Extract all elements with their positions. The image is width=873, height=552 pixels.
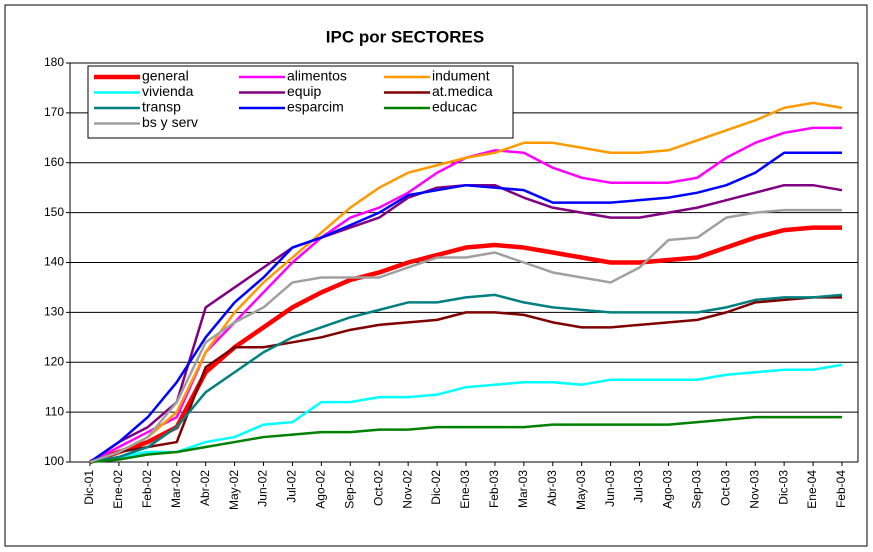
y-tick-label: 180 — [44, 55, 64, 69]
legend-label: esparcim — [287, 99, 344, 115]
legend-label: bs y serv — [142, 114, 198, 130]
x-tick-label: May-02 — [227, 470, 241, 510]
x-tick-label: May-03 — [574, 470, 588, 510]
series-line — [89, 296, 842, 464]
y-tick-label: 100 — [44, 454, 64, 468]
x-tick-label: Ene-02 — [111, 470, 125, 509]
x-tick-label: Ene-03 — [458, 470, 472, 509]
x-tick-label: Feb-04 — [834, 470, 848, 508]
x-tick-label: Oct-03 — [718, 470, 732, 506]
x-tick-label: Ene-04 — [805, 470, 819, 509]
y-tick-label: 130 — [44, 305, 64, 319]
legend-label: transp — [142, 99, 181, 115]
series-line — [89, 225, 842, 465]
y-tick-label: 120 — [44, 354, 64, 368]
y-tick-label: 140 — [44, 255, 64, 269]
x-tick-label: Jun-02 — [256, 470, 270, 507]
x-tick-label: Ago-03 — [661, 470, 675, 509]
x-tick-label: Abr-02 — [198, 470, 212, 506]
y-tick-label: 170 — [44, 105, 64, 119]
x-tick-label: Mar-03 — [516, 470, 530, 508]
x-tick-label: Nov-02 — [400, 470, 414, 509]
legend-label: equip — [287, 83, 321, 99]
chart-title: IPC por SECTORES — [326, 27, 484, 46]
x-tick-label: Feb-02 — [140, 470, 154, 508]
series-line — [89, 101, 843, 464]
x-tick-label: Feb-03 — [487, 470, 501, 508]
x-tick-label: Jul-03 — [632, 470, 646, 503]
x-tick-label: Dic-02 — [429, 470, 443, 505]
legend-label: alimentos — [287, 68, 347, 84]
x-tick-label: Dic-03 — [776, 470, 790, 505]
x-tick-label: Jul-02 — [285, 470, 299, 503]
x-tick-label: Dic-01 — [82, 470, 96, 505]
series-line — [89, 293, 843, 464]
x-tick-label: Jun-03 — [603, 470, 617, 507]
legend-label: vivienda — [142, 83, 194, 99]
series-line — [89, 208, 842, 464]
x-tick-label: Nov-03 — [747, 470, 761, 509]
legend-label: indument — [432, 68, 490, 84]
x-tick-label: Ago-02 — [314, 470, 328, 509]
legend-label: educac — [432, 99, 477, 115]
legend-label: general — [142, 68, 189, 84]
y-tick-label: 160 — [44, 155, 64, 169]
series-line — [89, 151, 842, 464]
series-line — [89, 363, 843, 464]
x-tick-label: Abr-03 — [545, 470, 559, 506]
x-tick-label: Sep-03 — [690, 470, 704, 509]
legend-box — [87, 65, 514, 139]
y-tick-label: 110 — [45, 404, 64, 418]
y-tick-label: 150 — [44, 205, 64, 219]
legend-label: at.medica — [432, 83, 493, 99]
x-tick-label: Mar-02 — [169, 470, 183, 508]
x-tick-label: Oct-02 — [371, 470, 385, 506]
series-line — [89, 415, 842, 464]
x-tick-label: Sep-02 — [342, 470, 356, 509]
